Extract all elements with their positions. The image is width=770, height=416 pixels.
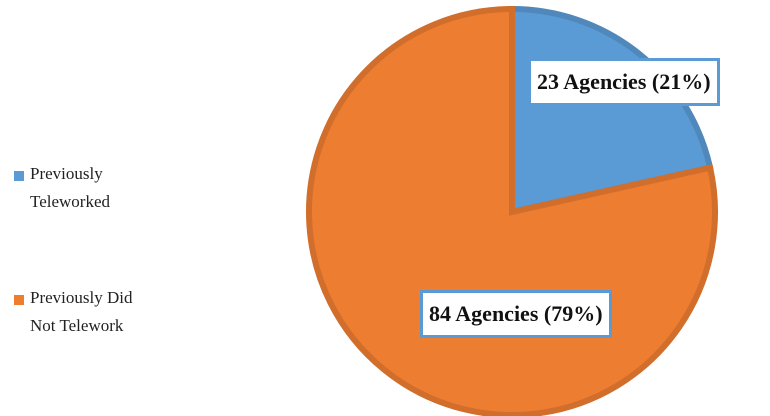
legend-item: Previously Did Not Telework (14, 288, 155, 340)
legend-label: Previously Did Not Telework (30, 288, 133, 335)
legend-label: Previously Teleworked (30, 164, 110, 211)
legend-swatch (14, 171, 24, 181)
legend-swatch (14, 295, 24, 305)
data-label: 84 Agencies (79%) (420, 290, 612, 338)
pie-slice (306, 5, 718, 416)
legend-item: Previously Teleworked (14, 164, 155, 216)
data-label: 23 Agencies (21%) (528, 58, 720, 106)
